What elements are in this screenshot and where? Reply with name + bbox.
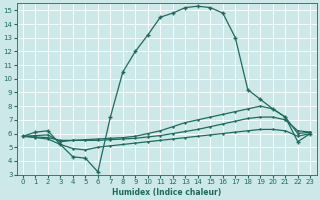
X-axis label: Humidex (Indice chaleur): Humidex (Indice chaleur)	[112, 188, 221, 197]
